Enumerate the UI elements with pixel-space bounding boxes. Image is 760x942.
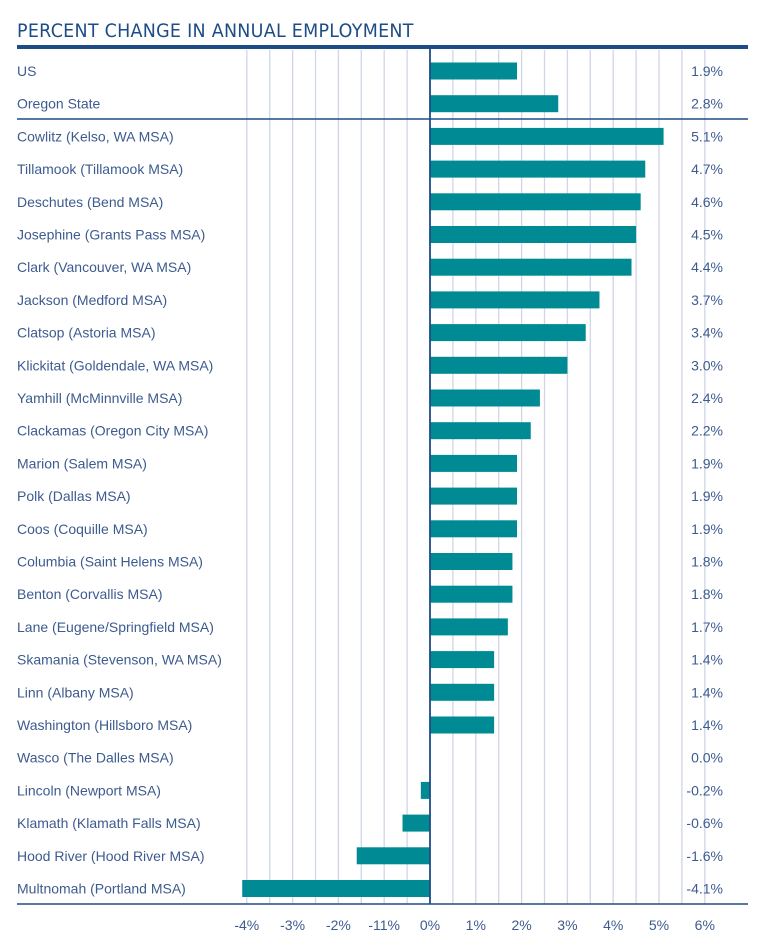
value-label: 2.2%: [691, 423, 723, 439]
value-label: 1.8%: [691, 586, 723, 602]
bar: [430, 127, 664, 145]
bar: [430, 389, 540, 407]
x-tick-label: 1%: [466, 917, 486, 933]
category-label: Columbia (Saint Helens MSA): [17, 554, 203, 570]
category-label: US: [17, 63, 36, 79]
category-label: Marion (Salem MSA): [17, 455, 147, 471]
category-label: Hood River (Hood River MSA): [17, 848, 205, 864]
x-tick-label: 3%: [557, 917, 577, 933]
axes: [17, 45, 748, 905]
value-label: 1.4%: [691, 652, 723, 668]
bar: [430, 585, 513, 603]
value-label: 1.9%: [691, 455, 723, 471]
bar: [430, 454, 518, 472]
value-label: -0.2%: [686, 782, 723, 798]
bar: [430, 618, 508, 636]
gridlines: [246, 50, 706, 904]
value-label: 4.4%: [691, 259, 723, 275]
bar: [430, 356, 568, 374]
x-tick-label: 2%: [511, 917, 531, 933]
bar: [430, 553, 513, 570]
bar: [242, 880, 430, 897]
value-label: 1.9%: [691, 63, 723, 79]
category-label: Washington (Hillsboro MSA): [17, 717, 192, 733]
value-label: 1.9%: [691, 488, 723, 504]
bar: [430, 487, 518, 505]
category-label: Coos (Coquille MSA): [17, 521, 148, 537]
value-label: 1.4%: [691, 717, 723, 733]
bar: [402, 814, 430, 832]
category-label: Wasco (The Dalles MSA): [17, 750, 174, 766]
value-label: 1.8%: [691, 554, 723, 570]
bar: [356, 847, 430, 865]
chart-title: PERCENT CHANGE IN ANNUAL EMPLOYMENT: [17, 20, 414, 42]
value-label: 3.4%: [691, 325, 723, 341]
category-label: Skamania (Stevenson, WA MSA): [17, 652, 222, 668]
bar: [430, 193, 641, 211]
x-tick-label: -4%: [234, 917, 259, 933]
bar: [430, 226, 637, 243]
category-label: Lane (Eugene/Springfield MSA): [17, 619, 214, 635]
value-label: 4.6%: [691, 194, 723, 210]
category-label: Deschutes (Bend MSA): [17, 194, 163, 210]
category-label: Multnomah (Portland MSA): [17, 881, 186, 897]
value-label: 0.0%: [691, 750, 723, 766]
bar: [430, 95, 559, 113]
category-label: Clackamas (Oregon City MSA): [17, 423, 208, 439]
bar: [430, 324, 586, 342]
category-label: Benton (Corvallis MSA): [17, 586, 163, 602]
category-label: Clatsop (Astoria MSA): [17, 325, 155, 341]
value-label: 4.7%: [691, 161, 723, 177]
value-label: -0.6%: [686, 815, 723, 831]
x-tick-label: -11%: [368, 917, 400, 933]
value-label: 1.4%: [691, 684, 723, 700]
bars: [242, 62, 664, 897]
bar: [430, 520, 518, 538]
category-label: Jackson (Medford MSA): [17, 292, 167, 308]
bar: [430, 716, 495, 734]
value-label: -4.1%: [686, 881, 723, 897]
value-label: 1.7%: [691, 619, 723, 635]
top-rule: [17, 45, 748, 49]
bar: [430, 422, 531, 440]
x-tick-label: 6%: [695, 917, 715, 933]
category-label: Clark (Vancouver, WA MSA): [17, 259, 191, 275]
bar: [430, 258, 632, 276]
value-label: 4.5%: [691, 227, 723, 243]
category-labels: US Oregon State Cowlitz (Kelso, WA MSA) Til…: [17, 63, 222, 897]
value-label: 2.8%: [691, 96, 723, 112]
category-label: Yamhill (McMinnville MSA): [17, 390, 182, 406]
category-label: Oregon State: [17, 96, 100, 112]
bar: [430, 62, 518, 80]
value-label: 1.9%: [691, 521, 723, 537]
bar: [430, 291, 600, 309]
x-tick-label: -2%: [326, 917, 351, 933]
value-label: 2.4%: [691, 390, 723, 406]
category-label: Josephine (Grants Pass MSA): [17, 227, 205, 243]
bar: [430, 160, 646, 178]
category-label: Lincoln (Newport MSA): [17, 782, 161, 798]
bar: [430, 683, 495, 701]
x-tick-label: 4%: [603, 917, 623, 933]
value-label: -1.6%: [686, 848, 723, 864]
value-label: 3.0%: [691, 357, 723, 373]
x-tick-label: 5%: [649, 917, 669, 933]
value-labels: 1.9% 2.8% 5.1% 4.7% 4.6% 4.5% 4.4% 3.7% 3.4% 3.0%…: [686, 63, 723, 897]
x-tick-label: 0%: [420, 917, 440, 933]
category-label: Klickitat (Goldendale, WA MSA): [17, 357, 213, 373]
category-label: Polk (Dallas MSA): [17, 488, 131, 504]
value-label: 3.7%: [691, 292, 723, 308]
x-tick-labels: -4% -3% -2% -11% 0% 1% 2% 3% 4% 5% 6%: [234, 917, 715, 933]
category-label: Cowlitz (Kelso, WA MSA): [17, 128, 174, 144]
value-label: 5.1%: [691, 128, 723, 144]
bar: [430, 651, 495, 669]
category-label: Tillamook (Tillamook MSA): [17, 161, 183, 177]
x-tick-label: -3%: [280, 917, 305, 933]
category-label: Linn (Albany MSA): [17, 684, 134, 700]
category-label: Klamath (Klamath Falls MSA): [17, 815, 201, 831]
bar: [420, 781, 430, 799]
